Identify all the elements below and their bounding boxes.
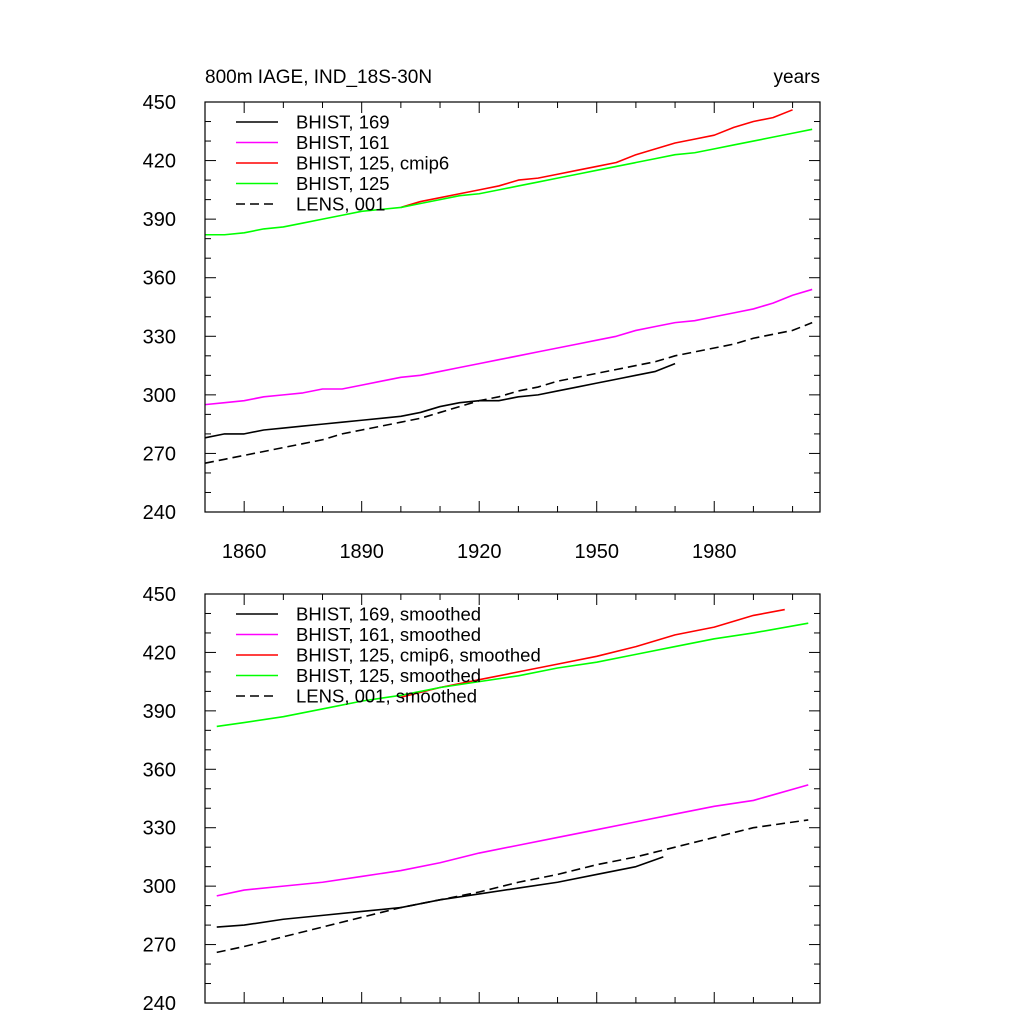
legend-label-3: BHIST, 125 [296, 173, 390, 194]
y-tick-label: 300 [143, 876, 176, 898]
y-tick-label: 330 [143, 326, 176, 348]
panel-title-right: years [774, 67, 820, 88]
legend-label-3: BHIST, 125, smoothed [296, 665, 481, 686]
y-tick-label: 360 [143, 759, 176, 781]
bottom-panel: 240 270 300 330 360 390 420 450 BHIST, 169, smoo… [143, 584, 821, 1015]
y-tick-label: 390 [143, 209, 176, 231]
series-line-3 [205, 128, 813, 236]
series-line-2 [400, 608, 785, 698]
plot-frame [204, 593, 821, 1004]
series-line-2 [400, 109, 793, 209]
series-line-3 [216, 622, 809, 728]
legend-label-0: BHIST, 169 [296, 112, 390, 133]
legend-label-4: LENS, 001, smoothed [296, 686, 477, 707]
y-tick-label: 450 [143, 92, 176, 114]
y-tick-label: 420 [143, 642, 176, 664]
legend-label-2: BHIST, 125, cmip6, smoothed [296, 645, 541, 666]
series-line-0 [204, 362, 676, 439]
x-tick-label: 1980 [692, 541, 737, 563]
series-line-4 [204, 321, 813, 464]
y-tick-label: 330 [143, 818, 176, 840]
series-line-0 [216, 856, 664, 928]
y-tick-label: 300 [143, 385, 176, 407]
legend-label-0: BHIST, 169, smoothed [296, 604, 481, 625]
y-tick-label: 240 [143, 502, 176, 524]
series-line-4 [216, 819, 809, 954]
legend-label-1: BHIST, 161 [296, 132, 390, 153]
x-tick-label: 1860 [222, 541, 267, 563]
x-tick-label: 1920 [457, 541, 502, 563]
y-tick-label: 390 [143, 701, 176, 723]
series-line-1 [216, 784, 809, 897]
legend-label-1: BHIST, 161, smoothed [296, 624, 481, 645]
top-panel: 800m IAGE, IND_18S-30N years 240 270 300 33… [143, 67, 821, 563]
y-tick-label: 240 [143, 993, 176, 1015]
y-tick-label: 450 [143, 584, 176, 606]
x-tick-label: 1890 [339, 541, 384, 563]
y-tick-label: 270 [143, 935, 176, 957]
panel-title-left: 800m IAGE, IND_18S-30N [205, 67, 432, 88]
legend-label-2: BHIST, 125, cmip6 [296, 153, 449, 174]
y-tick-label: 420 [143, 151, 176, 173]
x-tick-label: 1950 [574, 541, 619, 563]
plot-frame [204, 101, 821, 513]
y-tick-label: 360 [143, 268, 176, 290]
legend-label-4: LENS, 001 [296, 194, 385, 215]
series-line-1 [204, 288, 813, 406]
y-tick-label: 270 [143, 443, 176, 465]
